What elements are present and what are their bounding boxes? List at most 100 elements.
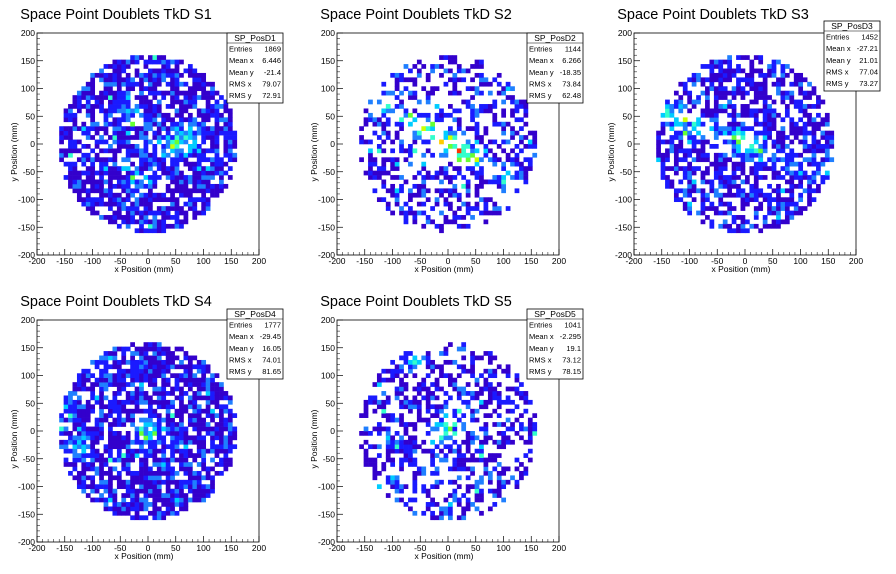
heatmap-cell	[139, 382, 144, 387]
heatmap-cell	[214, 382, 220, 387]
plot-title: Space Point Doublets TkD S4	[20, 294, 212, 310]
heatmap-cell	[94, 126, 100, 131]
heatmap-cell	[183, 117, 189, 123]
heatmap-cell	[448, 68, 453, 74]
heatmap-cell	[745, 126, 750, 131]
heatmap-cell	[201, 166, 207, 171]
heatmap-cell	[179, 72, 184, 78]
heatmap-cell	[793, 81, 799, 87]
heatmap-cell	[394, 121, 400, 127]
heatmap-cell	[59, 431, 64, 436]
heatmap-cell	[156, 373, 162, 379]
heatmap-cell	[59, 417, 64, 423]
heatmap-cell	[523, 439, 529, 445]
heatmap-cell	[673, 161, 679, 167]
heatmap-cell	[59, 130, 64, 136]
heatmap-cell	[753, 152, 759, 158]
heatmap-cell	[789, 157, 795, 163]
heatmap-cell	[227, 108, 233, 114]
heatmap-cell	[798, 108, 804, 114]
heatmap-cell	[390, 139, 396, 145]
heatmap-cell	[696, 139, 701, 145]
heatmap-cell	[148, 72, 153, 78]
heatmap-cell	[59, 444, 64, 450]
heatmap-cell	[496, 444, 502, 450]
heatmap-cell	[112, 488, 118, 494]
x-tick-label: 0	[743, 256, 748, 266]
heatmap-cell	[740, 201, 746, 207]
heatmap-cell	[758, 201, 764, 207]
heatmap-cell	[121, 484, 127, 490]
heatmap-cell	[81, 431, 87, 436]
heatmap-cell	[201, 130, 207, 136]
heatmap-cell	[108, 148, 113, 154]
heatmap-cell	[448, 373, 453, 379]
heatmap-cell	[408, 368, 413, 374]
heatmap-cell	[381, 413, 387, 418]
heatmap-cell	[81, 484, 87, 490]
heatmap-cell	[394, 72, 400, 78]
heatmap-cell	[90, 95, 96, 100]
heatmap-cell	[381, 90, 387, 96]
y-tick-label: -150	[318, 509, 335, 519]
heatmap-cell	[505, 152, 511, 158]
heatmap-cell	[474, 391, 480, 396]
heatmap-cell	[76, 484, 82, 490]
heatmap-cell	[130, 201, 135, 207]
heatmap-cell	[421, 179, 427, 185]
heatmap-cell	[483, 457, 489, 463]
heatmap-cell	[682, 175, 688, 180]
heatmap-cell	[678, 135, 684, 140]
heatmap-cell	[425, 99, 431, 105]
heatmap-cell	[165, 377, 171, 383]
heatmap-cell	[183, 391, 189, 396]
heatmap-cell	[214, 139, 220, 145]
heatmap-cell	[430, 453, 435, 458]
heatmap-cell	[116, 104, 122, 109]
heatmap-cell	[90, 201, 96, 207]
heatmap-cell	[802, 108, 808, 114]
heatmap-cell	[394, 479, 400, 485]
heatmap-cell	[232, 426, 238, 432]
y-tick-label: 200	[21, 315, 35, 325]
heatmap-cell	[161, 364, 167, 370]
heatmap-cell	[448, 179, 453, 185]
heatmap-cell	[416, 59, 422, 65]
heatmap-cell	[394, 475, 400, 481]
heatmap-cell	[767, 135, 772, 140]
heatmap-cell	[718, 77, 724, 83]
heatmap-cell	[523, 175, 529, 180]
heatmap-cell	[108, 439, 113, 445]
heatmap-cell	[519, 170, 524, 176]
heatmap-cell	[210, 488, 215, 494]
heatmap-cell	[811, 188, 817, 194]
heatmap-cell	[161, 77, 167, 83]
histogram-panel-2: Space Point Doublets TkD S2-200 -150 -100-…	[309, 7, 584, 274]
heatmap-cell	[394, 95, 400, 100]
heatmap-cell	[731, 206, 737, 211]
heatmap-cell	[412, 470, 418, 476]
heatmap-cell	[121, 68, 127, 74]
heatmap-cell	[390, 457, 396, 463]
heatmap-cell	[121, 466, 127, 472]
heatmap-cell	[421, 210, 427, 216]
heatmap-cell	[116, 510, 122, 516]
heatmap-cell	[223, 104, 229, 109]
heatmap-cell	[85, 188, 91, 194]
heatmap-cell	[501, 484, 507, 490]
heatmap-cell	[192, 166, 198, 171]
heatmap-cell	[85, 435, 91, 441]
heatmap-cell	[85, 112, 91, 118]
heatmap-cell	[811, 90, 817, 96]
heatmap-cell	[139, 228, 144, 234]
heatmap-cell	[722, 95, 728, 100]
heatmap-cell	[192, 435, 198, 441]
heatmap-cell	[408, 148, 413, 154]
heatmap-cell	[196, 470, 202, 476]
heatmap-cell	[90, 453, 96, 458]
heatmap-cell	[139, 470, 144, 476]
heatmap-cell	[165, 104, 171, 109]
heatmap-cell	[214, 404, 220, 410]
heatmap-cell	[461, 493, 467, 498]
heatmap-cell	[134, 448, 140, 454]
